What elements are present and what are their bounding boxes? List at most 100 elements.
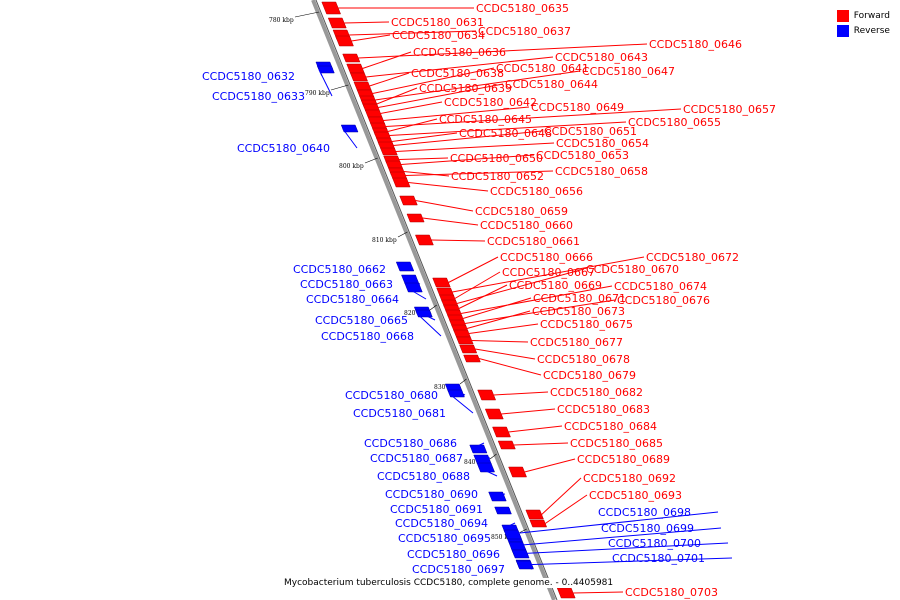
gene-label[interactable]: CCDC5180_0640 bbox=[237, 142, 330, 155]
gene-label[interactable]: CCDC5180_0636 bbox=[413, 46, 506, 59]
gene-CCDC5180_0672[interactable] bbox=[436, 256, 645, 297]
gene-label[interactable]: CCDC5180_0672 bbox=[646, 251, 739, 264]
gene-label[interactable]: CCDC5180_0697 bbox=[412, 563, 505, 576]
gene-CCDC5180_0631[interactable] bbox=[327, 17, 390, 29]
gene-CCDC5180_0698[interactable] bbox=[503, 511, 719, 540]
gene-label[interactable]: CCDC5180_0686 bbox=[364, 437, 457, 450]
gene-CCDC5180_0666[interactable] bbox=[432, 256, 499, 288]
gene-label[interactable]: CCDC5180_0688 bbox=[377, 470, 470, 483]
gene-CCDC5180_0681[interactable] bbox=[447, 389, 474, 414]
gene-label[interactable]: CCDC5180_0689 bbox=[577, 453, 670, 466]
gene-block[interactable] bbox=[525, 509, 544, 520]
gene-label[interactable]: CCDC5180_0641 bbox=[496, 62, 589, 75]
gene-label[interactable]: CCDC5180_0669 bbox=[509, 279, 602, 292]
gene-label[interactable]: CCDC5180_0650 bbox=[450, 152, 543, 165]
gene-CCDC5180_0668[interactable] bbox=[415, 309, 442, 337]
gene-CCDC5180_0642[interactable] bbox=[364, 101, 443, 118]
gene-label[interactable]: CCDC5180_0670 bbox=[586, 263, 679, 276]
gene-label[interactable]: CCDC5180_0691 bbox=[390, 503, 483, 516]
gene-CCDC5180_0633[interactable] bbox=[317, 65, 335, 97]
gene-label[interactable]: CCDC5180_0690 bbox=[385, 488, 478, 501]
gene-CCDC5180_0646[interactable] bbox=[342, 43, 648, 63]
gene-label[interactable]: CCDC5180_0703 bbox=[625, 586, 718, 599]
gene-CCDC5180_0685[interactable] bbox=[497, 440, 569, 450]
gene-label[interactable]: CCDC5180_0637 bbox=[478, 25, 571, 38]
gene-CCDC5180_0677[interactable] bbox=[455, 336, 529, 345]
gene-label[interactable]: CCDC5180_0638 bbox=[411, 67, 504, 80]
gene-block[interactable] bbox=[529, 519, 548, 528]
gene-CCDC5180_0656[interactable] bbox=[392, 177, 489, 192]
gene-label[interactable]: CCDC5180_0635 bbox=[476, 2, 569, 15]
gene-block[interactable] bbox=[353, 81, 372, 91]
gene-block[interactable] bbox=[447, 389, 465, 398]
gene-block[interactable] bbox=[455, 336, 474, 345]
gene-block[interactable] bbox=[327, 17, 347, 29]
gene-CCDC5180_0653[interactable] bbox=[385, 154, 535, 169]
gene-CCDC5180_0643[interactable] bbox=[349, 56, 554, 82]
gene-label[interactable]: CCDC5180_0657 bbox=[683, 103, 776, 116]
gene-block[interactable] bbox=[497, 440, 516, 450]
gene-label[interactable]: CCDC5180_0634 bbox=[392, 29, 485, 42]
gene-label[interactable]: CCDC5180_0682 bbox=[550, 386, 643, 399]
gene-CCDC5180_0679[interactable] bbox=[463, 354, 542, 376]
gene-block[interactable] bbox=[556, 587, 576, 599]
gene-label[interactable]: CCDC5180_0700 bbox=[608, 537, 701, 550]
gene-label[interactable]: CCDC5180_0661 bbox=[487, 235, 580, 248]
gene-label[interactable]: CCDC5180_0662 bbox=[293, 263, 386, 276]
gene-label[interactable]: CCDC5180_0647 bbox=[582, 65, 675, 78]
gene-label[interactable]: CCDC5180_0632 bbox=[202, 70, 295, 83]
gene-block[interactable] bbox=[492, 426, 511, 438]
gene-label[interactable]: CCDC5180_0685 bbox=[570, 437, 663, 450]
gene-label[interactable]: CCDC5180_0683 bbox=[557, 403, 650, 416]
gene-CCDC5180_0703[interactable] bbox=[556, 587, 624, 599]
gene-block[interactable] bbox=[364, 109, 383, 118]
gene-label[interactable]: CCDC5180_0687 bbox=[370, 452, 463, 465]
gene-CCDC5180_0644[interactable] bbox=[362, 83, 504, 112]
gene-block[interactable] bbox=[380, 147, 398, 156]
gene-CCDC5180_0688[interactable] bbox=[476, 462, 498, 477]
gene-block[interactable] bbox=[342, 53, 361, 63]
gene-label[interactable]: CCDC5180_0652 bbox=[451, 170, 544, 183]
gene-label[interactable]: CCDC5180_0663 bbox=[300, 278, 393, 291]
gene-CCDC5180_0660[interactable] bbox=[406, 213, 479, 226]
gene-block[interactable] bbox=[392, 177, 411, 188]
gene-label[interactable]: CCDC5180_0673 bbox=[532, 305, 625, 318]
gene-label[interactable]: CCDC5180_0648 bbox=[459, 127, 552, 140]
gene-CCDC5180_0664[interactable] bbox=[404, 282, 427, 300]
gene-label[interactable]: CCDC5180_0645 bbox=[439, 113, 532, 126]
gene-block[interactable] bbox=[335, 35, 354, 47]
gene-label[interactable]: CCDC5180_0699 bbox=[601, 522, 694, 535]
gene-label[interactable]: CCDC5180_0675 bbox=[540, 318, 633, 331]
gene-label[interactable]: CCDC5180_0660 bbox=[480, 219, 573, 232]
gene-label[interactable]: CCDC5180_0692 bbox=[583, 472, 676, 485]
gene-block[interactable] bbox=[349, 72, 368, 82]
gene-label[interactable]: CCDC5180_0674 bbox=[614, 280, 707, 293]
gene-block[interactable] bbox=[340, 124, 359, 133]
gene-CCDC5180_0678[interactable] bbox=[459, 344, 536, 360]
gene-block[interactable] bbox=[346, 63, 365, 74]
gene-CCDC5180_0671[interactable] bbox=[447, 297, 532, 323]
gene-CCDC5180_0654[interactable] bbox=[380, 142, 555, 156]
gene-label[interactable]: CCDC5180_0698 bbox=[598, 506, 691, 519]
gene-label[interactable]: CCDC5180_0658 bbox=[555, 165, 648, 178]
gene-label[interactable]: CCDC5180_0631 bbox=[391, 16, 484, 29]
gene-label[interactable]: CCDC5180_0649 bbox=[531, 101, 624, 114]
gene-label[interactable]: CCDC5180_0680 bbox=[345, 389, 438, 402]
gene-block[interactable] bbox=[484, 408, 504, 420]
gene-label[interactable]: CCDC5180_0677 bbox=[530, 336, 623, 349]
gene-label[interactable]: CCDC5180_0654 bbox=[556, 137, 649, 150]
gene-label[interactable]: CCDC5180_0671 bbox=[533, 292, 626, 305]
gene-label[interactable]: CCDC5180_0668 bbox=[321, 330, 414, 343]
gene-CCDC5180_0683[interactable] bbox=[484, 408, 556, 420]
gene-label[interactable]: CCDC5180_0695 bbox=[398, 532, 491, 545]
gene-CCDC5180_0636[interactable] bbox=[346, 51, 412, 74]
gene-block[interactable] bbox=[477, 389, 497, 401]
gene-block[interactable] bbox=[494, 506, 512, 515]
gene-block[interactable] bbox=[459, 344, 478, 354]
gene-block[interactable] bbox=[404, 282, 423, 293]
gene-CCDC5180_0686[interactable] bbox=[469, 442, 488, 454]
gene-block[interactable] bbox=[508, 466, 527, 478]
gene-label[interactable]: CCDC5180_0681 bbox=[353, 407, 446, 420]
gene-CCDC5180_0701[interactable] bbox=[515, 557, 733, 570]
gene-label[interactable]: CCDC5180_0694 bbox=[395, 517, 488, 530]
